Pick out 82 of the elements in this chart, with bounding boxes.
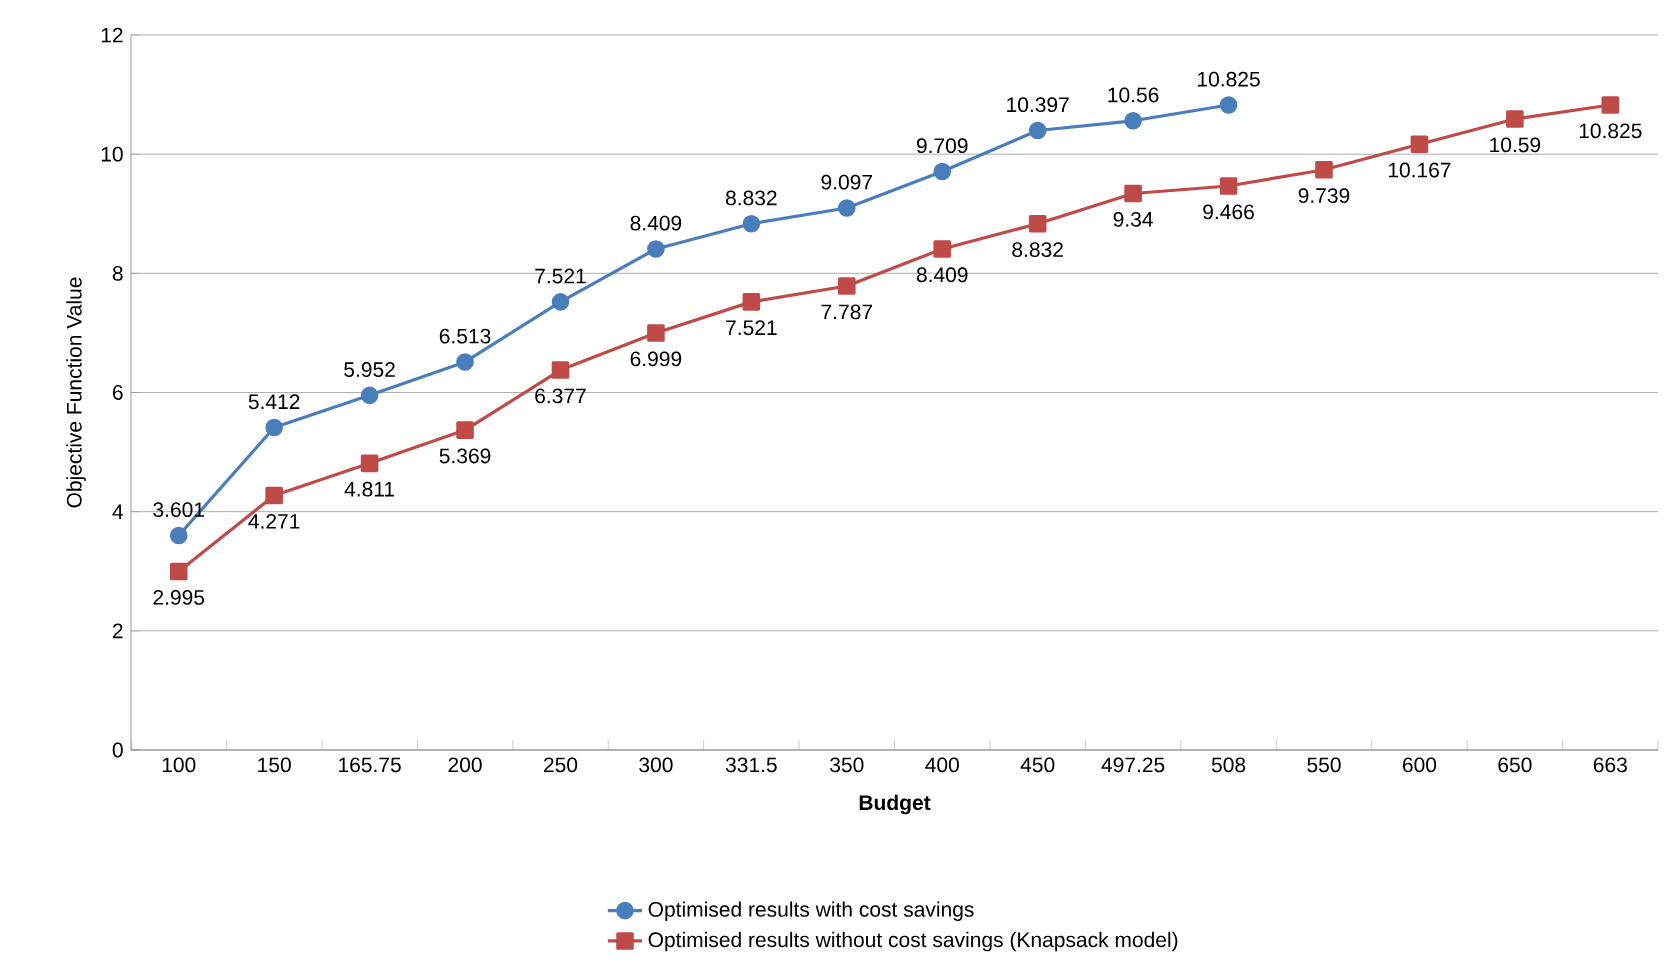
data-label: 10.167 — [1388, 162, 1451, 178]
data-label: 2.995 — [153, 589, 205, 605]
data-label: 8.832 — [1012, 242, 1063, 258]
x-tick-label: 150 — [258, 757, 291, 773]
point — [169, 526, 188, 545]
point — [1315, 160, 1333, 179]
point — [360, 386, 379, 405]
data-label: 7.787 — [821, 304, 872, 320]
x-tick-label: 450 — [1020, 757, 1055, 773]
point — [933, 162, 952, 181]
x-tick-label: 400 — [925, 757, 959, 773]
x-tick-label: 100 — [162, 757, 196, 773]
legend-label: Optimised results without cost savings (Knapsack model) — [648, 931, 1178, 952]
y-tick-label: 12 — [101, 27, 123, 43]
x-tick-label: 250 — [544, 757, 578, 773]
point — [742, 293, 761, 311]
x-tick-label: 508 — [1211, 757, 1246, 773]
point — [1219, 96, 1238, 114]
point — [1410, 135, 1429, 154]
data-label: 6.513 — [439, 328, 491, 344]
point — [360, 454, 379, 473]
data-label: 10.397 — [1007, 97, 1069, 113]
x-tick-label: 550 — [1307, 757, 1341, 773]
data-label: 6.999 — [630, 351, 682, 367]
data-label: 6.377 — [535, 388, 586, 404]
point — [647, 324, 665, 342]
point — [1028, 214, 1047, 233]
x-tick-label: 300 — [639, 757, 673, 773]
data-label: 7.521 — [535, 268, 586, 284]
point — [551, 361, 570, 379]
y-tick-label: 2 — [112, 623, 123, 639]
data-label: 8.832 — [725, 190, 777, 206]
point — [1124, 111, 1142, 130]
y-axis-title: Objective Function Value — [66, 277, 86, 508]
data-label: 8.409 — [630, 215, 682, 231]
y-tick-label: 0 — [112, 742, 123, 758]
data-label: 9.34 — [1113, 211, 1153, 227]
data-label: 8.409 — [916, 267, 968, 283]
x-tick-label: 650 — [1498, 757, 1532, 773]
point — [169, 562, 188, 581]
point — [837, 277, 856, 295]
point — [647, 240, 665, 258]
point — [837, 199, 856, 217]
y-tick-label: 6 — [112, 385, 123, 400]
x-tick-label: 165.75 — [339, 757, 401, 773]
point — [1124, 184, 1142, 203]
point — [1601, 96, 1620, 114]
point — [551, 293, 570, 311]
data-label: 9.097 — [821, 174, 872, 190]
data-label: 5.369 — [439, 448, 491, 464]
point — [1028, 121, 1047, 140]
point — [265, 486, 283, 505]
x-tick-label: 600 — [1402, 757, 1437, 773]
point — [1506, 110, 1524, 128]
y-tick-label: 10 — [101, 146, 123, 162]
x-tick-label: 331.5 — [725, 757, 777, 773]
x-tick-label: 200 — [448, 757, 482, 773]
point — [456, 421, 474, 439]
legend-label: Optimised results with cost savings — [648, 901, 974, 921]
data-label: 5.952 — [344, 362, 395, 377]
data-label: 9.466 — [1203, 204, 1254, 220]
data-label: 4.271 — [248, 513, 300, 529]
data-label: 4.811 — [344, 481, 395, 497]
x-tick-label: 350 — [830, 757, 864, 773]
point — [1219, 177, 1238, 195]
point — [456, 353, 474, 371]
data-label: 10.59 — [1490, 137, 1541, 153]
point — [742, 214, 761, 233]
point — [265, 418, 283, 437]
point — [933, 240, 952, 258]
y-tick-label: 4 — [112, 504, 123, 519]
data-label: 10.825 — [1198, 71, 1260, 87]
data-label: 7.521 — [726, 320, 777, 336]
data-label: 9.739 — [1298, 188, 1350, 203]
data-label: 9.709 — [916, 138, 968, 154]
x-axis-title: Budget — [859, 794, 931, 815]
y-tick-label: 8 — [112, 265, 123, 281]
x-tick-label: 663 — [1593, 757, 1627, 773]
data-label: 5.412 — [248, 394, 300, 410]
x-tick-label: 497.25 — [1101, 757, 1165, 773]
data-label: 10.825 — [1579, 123, 1642, 139]
data-label: 10.56 — [1108, 87, 1159, 103]
